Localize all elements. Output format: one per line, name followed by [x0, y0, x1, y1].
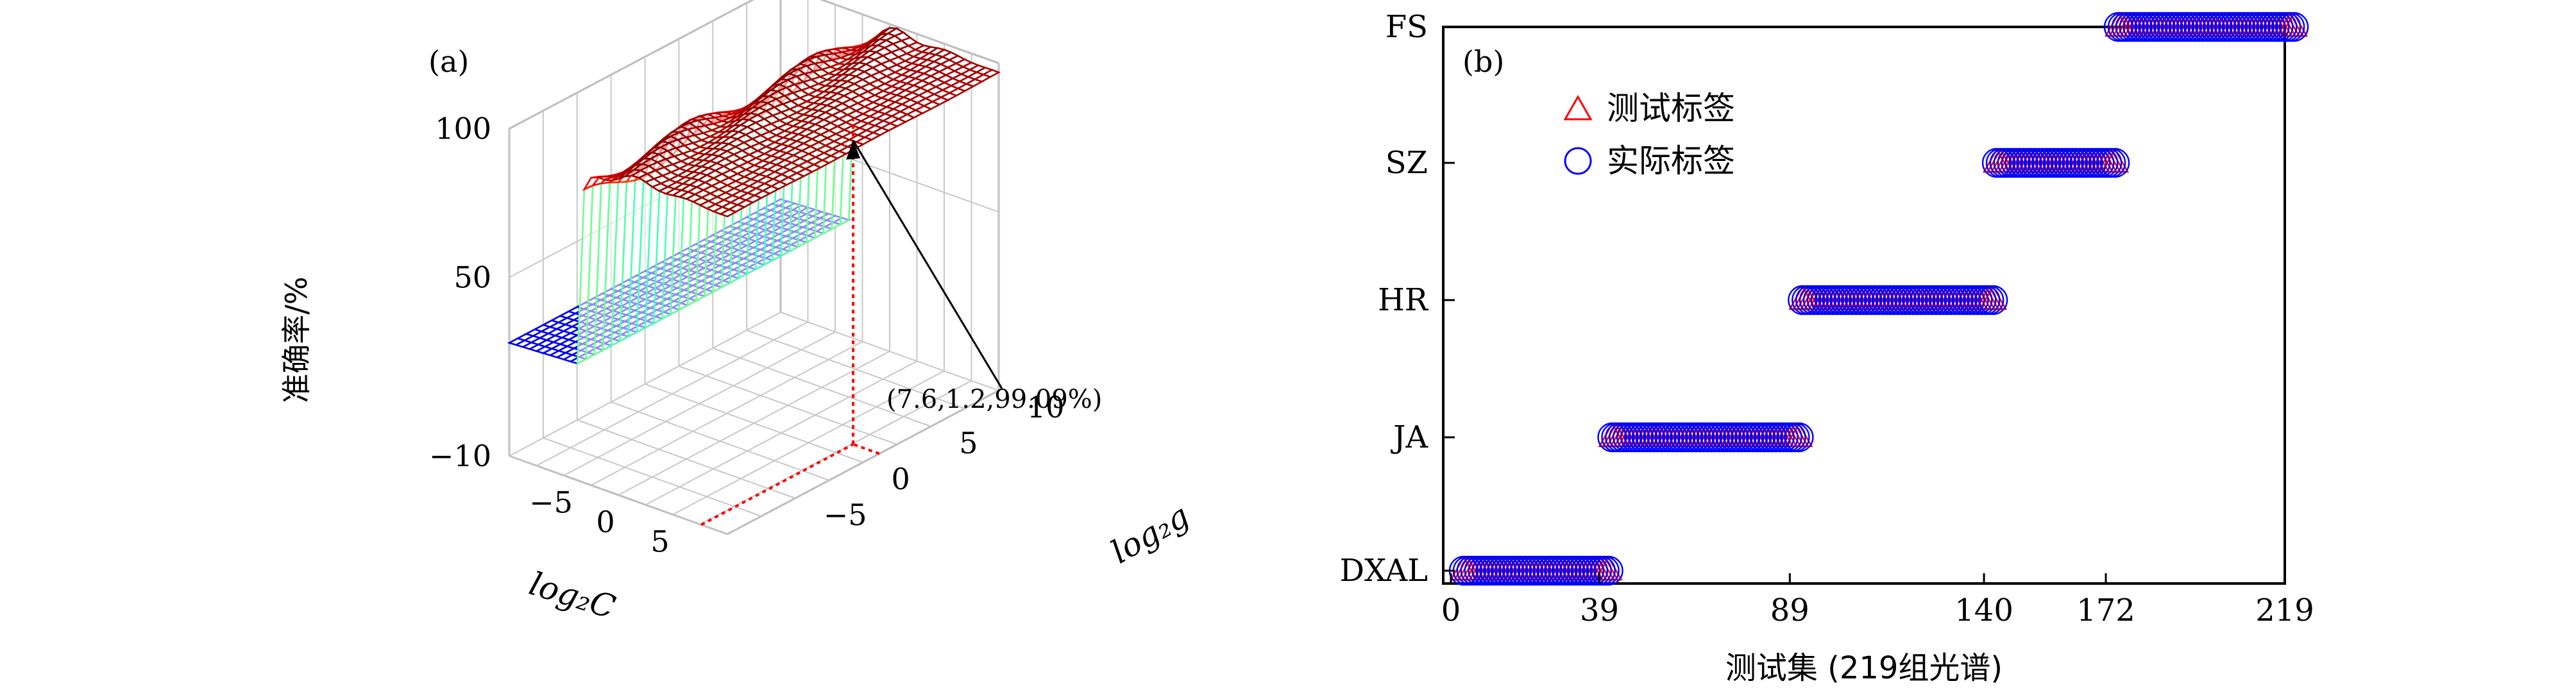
y-tick-label: 0 [892, 462, 910, 496]
y-tick-label: JA [1390, 419, 1428, 455]
z-axis-label: 准确率/% [279, 276, 314, 403]
x-tick-label: 0 [1441, 592, 1461, 628]
x-tick-label: 140 [1954, 592, 2013, 628]
annotation-arrow [853, 140, 1002, 389]
z-tick-label: −10 [429, 439, 491, 473]
optimum-annotation: (7.6,1.2,99.09%) [886, 385, 1102, 414]
y-tick-label: 5 [959, 426, 978, 460]
y-tick-label: SZ [1385, 145, 1428, 181]
x-axis-label: log₂C [525, 565, 619, 626]
panel-label-b: (b) [1462, 44, 1504, 79]
legend-label-actual: 实际标签 [1607, 142, 1735, 180]
x-tick-label: 219 [2255, 592, 2314, 628]
x-tick-label: 39 [1580, 592, 1619, 628]
y-tick-label: FS [1385, 9, 1428, 45]
y-axis-label: log₂g [1105, 497, 1196, 571]
z-tick-label: 50 [453, 260, 491, 295]
x-tick-label: 0 [596, 505, 614, 539]
surface-mesh [509, 28, 999, 364]
x-axis-label: 测试集 (219组光谱) [1725, 650, 2003, 686]
legend-circle-icon [1565, 148, 1591, 174]
y-tick-label: DXAL [1340, 553, 1428, 589]
x-tick-label: 89 [1770, 592, 1809, 628]
x-tick-label: 172 [2076, 592, 2135, 628]
x-tick-label: −5 [529, 485, 573, 520]
x-tick-label: 5 [650, 525, 669, 559]
y-tick-label: HR [1378, 282, 1429, 318]
tick-layer: 0 39 89 140 172 219 DXAL JA HR SZ FS [1340, 9, 2314, 628]
y-tick-label: −5 [824, 498, 867, 532]
panel-b-scatter-chart: 0 39 89 140 172 219 DXAL JA HR SZ FS (b) 测试标签 实际标签… [1340, 9, 2314, 686]
legend-triangle-icon [1565, 97, 1591, 119]
z-tick-label: 100 [435, 112, 491, 146]
legend-label-test: 测试标签 [1607, 90, 1735, 127]
guide-line-g [853, 444, 879, 454]
legend: 测试标签 实际标签 [1565, 90, 1735, 180]
panel-label-a: (a) [428, 44, 469, 79]
